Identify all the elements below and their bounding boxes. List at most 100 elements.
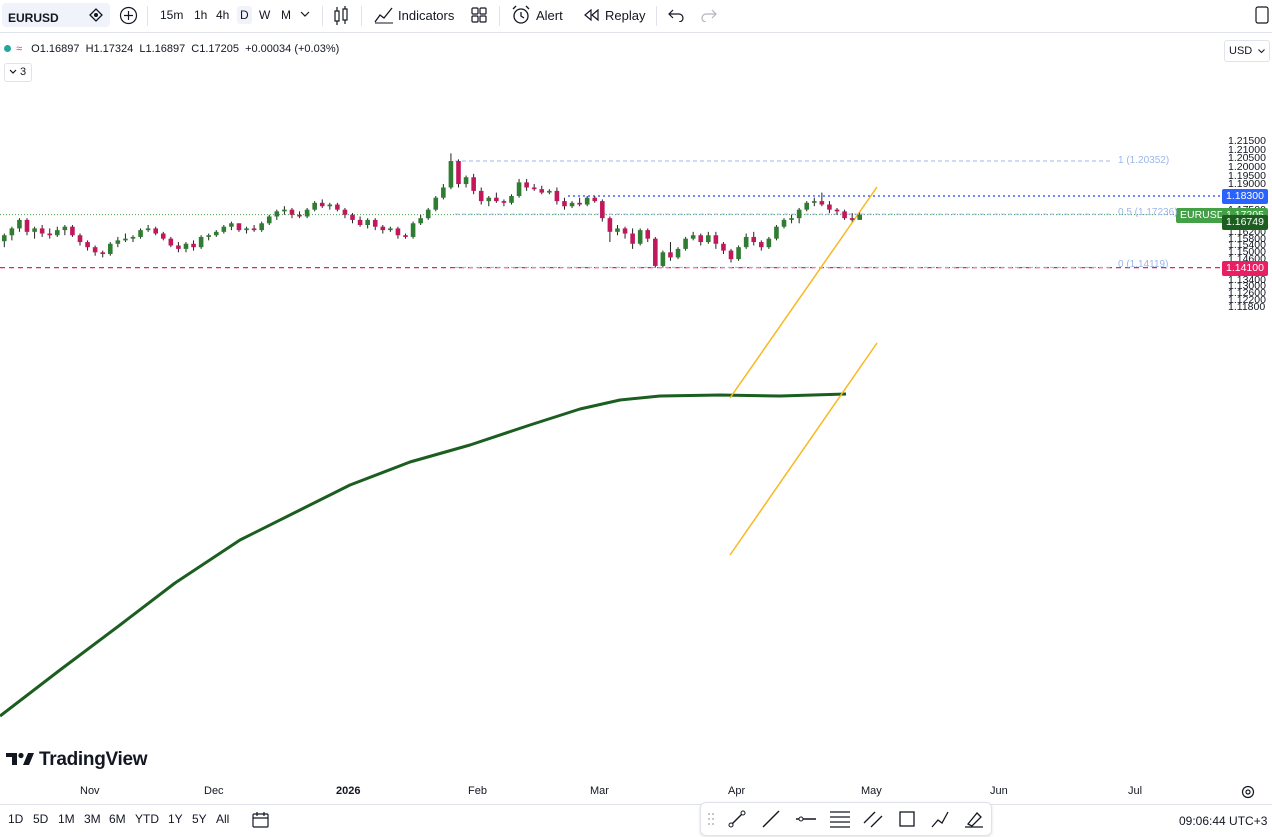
- indicators-icon[interactable]: [374, 6, 394, 24]
- top-toolbar: EURUSD 15m 1h 4h D W M Indicators: [0, 0, 1272, 33]
- candle-body: [39, 228, 45, 234]
- legend-high: H1.17324: [85, 43, 134, 55]
- redo-icon[interactable]: [701, 8, 717, 22]
- range-all[interactable]: All: [216, 812, 230, 826]
- path-icon[interactable]: [930, 809, 950, 829]
- legend-low: L1.16897: [139, 43, 186, 55]
- bottom-bar: [0, 804, 1272, 837]
- candle-body: [100, 252, 106, 255]
- candles-icon[interactable]: [333, 6, 349, 26]
- candle-body: [342, 209, 348, 215]
- drag-handle-icon[interactable]: [707, 812, 715, 826]
- candle-body: [811, 201, 817, 203]
- candle-body: [183, 243, 189, 249]
- price-tick-label: 1.20000: [1228, 161, 1266, 173]
- candle-body: [138, 230, 143, 237]
- alert-button[interactable]: Alert: [536, 8, 563, 23]
- candle-body: [85, 242, 90, 248]
- range-5y[interactable]: 5Y: [192, 812, 207, 826]
- date-range-calendar-icon[interactable]: [252, 812, 270, 828]
- candle-body: [115, 240, 121, 244]
- fib-retracement-icon[interactable]: [829, 809, 851, 829]
- undo-icon[interactable]: [668, 8, 684, 22]
- candle-body: [849, 218, 855, 220]
- candle-body: [259, 223, 264, 231]
- candle-body: [107, 243, 113, 255]
- horizontal-line-icon[interactable]: [795, 809, 817, 829]
- parallel-channel-icon[interactable]: [863, 809, 883, 829]
- replay-button[interactable]: Replay: [605, 8, 646, 23]
- candle-body: [274, 211, 280, 217]
- trend-line-icon[interactable]: [727, 809, 747, 829]
- candle-body: [827, 204, 832, 210]
- candle-body: [501, 201, 507, 203]
- layout-icon[interactable]: [1255, 6, 1269, 24]
- candle-body: [471, 177, 476, 191]
- ohlc-legend: ≈ O1.16897 H1.17324 L1.16897 C1.17205 +0…: [4, 43, 342, 55]
- interval-w[interactable]: W: [259, 8, 271, 22]
- indicators-toggle[interactable]: 3: [4, 63, 32, 82]
- candle-body: [736, 247, 741, 260]
- candle-body: [834, 209, 840, 212]
- candle-body: [289, 209, 295, 215]
- currency-select[interactable]: USD: [1224, 40, 1270, 62]
- range-3m[interactable]: 3M: [84, 812, 101, 826]
- candle-body: [706, 235, 711, 243]
- date-tick-dec: Dec: [204, 785, 224, 797]
- range-1m[interactable]: 1M: [58, 812, 75, 826]
- separator: [656, 6, 657, 26]
- candle-body: [653, 238, 658, 266]
- candle-body: [441, 187, 446, 198]
- interval-15m[interactable]: 15m: [160, 8, 184, 22]
- templates-icon[interactable]: [471, 7, 487, 23]
- compare-add-icon[interactable]: [119, 6, 138, 25]
- interval-m[interactable]: M: [281, 8, 291, 22]
- candle-body: [425, 209, 431, 219]
- candle-body: [630, 233, 635, 244]
- interval-1h[interactable]: 1h: [194, 8, 208, 22]
- range-1d[interactable]: 1D: [8, 812, 24, 826]
- settings-gear-icon[interactable]: [1241, 785, 1255, 799]
- candle-body: [698, 235, 704, 243]
- candle-body: [130, 236, 136, 239]
- range-1y[interactable]: 1Y: [168, 812, 183, 826]
- price-tick-label: 1.15000: [1228, 246, 1266, 259]
- candle-body: [418, 218, 423, 224]
- candle-body: [312, 202, 317, 210]
- interval-d[interactable]: D: [237, 6, 252, 24]
- chevron-down-icon[interactable]: [300, 10, 310, 18]
- candle-body: [229, 223, 234, 227]
- candle-body: [176, 245, 181, 249]
- candle-body: [388, 228, 393, 231]
- tradingview-logo-icon: [6, 752, 34, 765]
- price-chart[interactable]: [0, 34, 1222, 804]
- tradingview-logo: TradingView: [6, 749, 148, 771]
- range-ytd[interactable]: YTD: [135, 812, 159, 826]
- approx-icon: ≈: [16, 43, 23, 55]
- range-5d[interactable]: 5D: [33, 812, 49, 826]
- symbol-search[interactable]: EURUSD: [2, 3, 110, 27]
- candle-body: [615, 228, 620, 232]
- candle-body: [569, 202, 575, 207]
- candle-body: [721, 243, 726, 251]
- candle-body: [191, 243, 196, 248]
- candle-body: [842, 211, 847, 219]
- alarm-clock-icon[interactable]: [511, 5, 531, 25]
- price-tick-label: 1.13400: [1228, 273, 1266, 286]
- candle-body: [198, 236, 204, 248]
- watchlist-icon[interactable]: [88, 8, 104, 22]
- clock[interactable]: 09:06:44 UTC+3: [1179, 814, 1268, 828]
- candle-body: [857, 214, 863, 220]
- ray-icon[interactable]: [761, 809, 781, 829]
- brush-icon[interactable]: [963, 809, 985, 829]
- rectangle-icon[interactable]: [897, 809, 917, 829]
- indicators-button[interactable]: Indicators: [398, 8, 455, 23]
- candle-body: [357, 219, 363, 226]
- replay-icon[interactable]: [583, 9, 599, 21]
- candle-body: [350, 214, 355, 220]
- range-6m[interactable]: 6M: [109, 812, 126, 826]
- interval-4h[interactable]: 4h: [216, 8, 230, 22]
- price-tick-label: 1.21500: [1228, 135, 1266, 148]
- legend-open: O1.16897: [31, 43, 80, 55]
- date-tick-apr: Apr: [728, 785, 746, 797]
